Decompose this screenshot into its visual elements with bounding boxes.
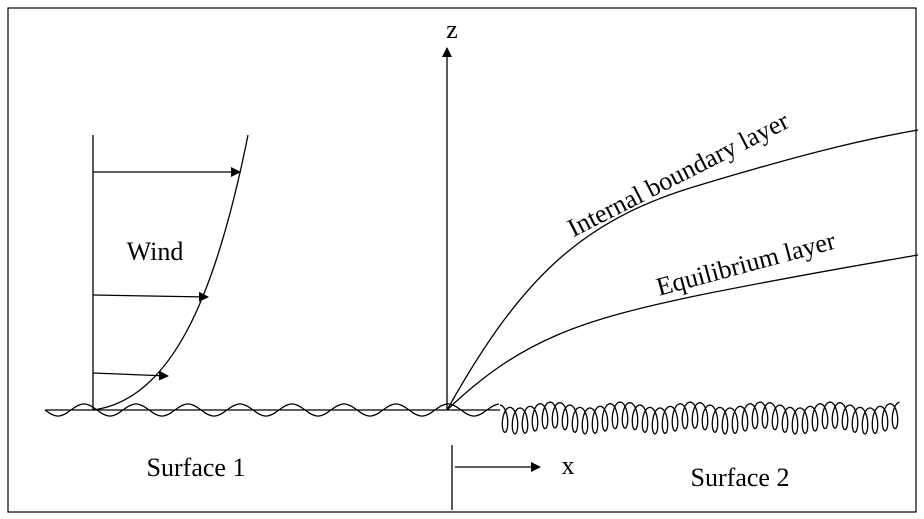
z-label: z [446,15,458,44]
equilibrium-label: Equilibrium layer [653,226,839,302]
wind-profile [92,134,249,411]
surface-1-roughness [44,403,500,417]
internal-boundary-curve [446,129,919,411]
equilibrium-curve [446,254,919,411]
wind-arrow [92,370,169,381]
internal-boundary-label: Internal boundary layer [563,106,794,243]
x-label: x [562,451,575,480]
surface-1-label: Surface 1 [147,453,246,482]
wind-arrow [92,291,209,302]
frame [7,7,917,513]
surface-2-roughness [499,401,900,435]
surface-2-label: Surface 2 [691,463,790,492]
wind-label: Wind [127,237,184,266]
